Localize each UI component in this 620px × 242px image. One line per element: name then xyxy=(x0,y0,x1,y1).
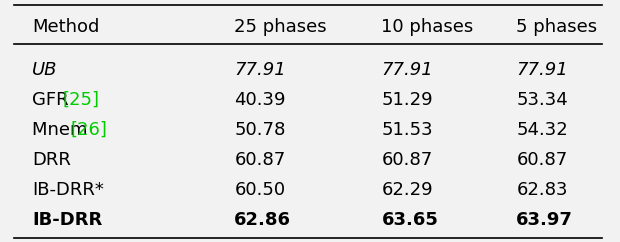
Text: [25]: [25] xyxy=(63,91,100,109)
Text: GFR: GFR xyxy=(32,91,74,109)
Text: 51.53: 51.53 xyxy=(381,121,433,139)
Text: 60.50: 60.50 xyxy=(234,181,285,199)
Text: 62.83: 62.83 xyxy=(516,181,568,199)
Text: 77.91: 77.91 xyxy=(381,61,433,79)
Text: Mnem: Mnem xyxy=(32,121,93,139)
Text: 60.87: 60.87 xyxy=(381,151,433,169)
Text: 77.91: 77.91 xyxy=(234,61,286,79)
Text: Method: Method xyxy=(32,18,99,36)
Text: [26]: [26] xyxy=(70,121,107,139)
Text: 63.65: 63.65 xyxy=(381,211,438,229)
Text: 62.29: 62.29 xyxy=(381,181,433,199)
Text: UB: UB xyxy=(32,61,58,79)
Text: 63.97: 63.97 xyxy=(516,211,573,229)
Text: 53.34: 53.34 xyxy=(516,91,568,109)
Text: 54.32: 54.32 xyxy=(516,121,568,139)
Text: IB-DRR*: IB-DRR* xyxy=(32,181,104,199)
Text: 62.86: 62.86 xyxy=(234,211,291,229)
Text: 60.87: 60.87 xyxy=(516,151,567,169)
Text: DRR: DRR xyxy=(32,151,71,169)
Text: 25 phases: 25 phases xyxy=(234,18,327,36)
Text: 40.39: 40.39 xyxy=(234,91,286,109)
Text: 10 phases: 10 phases xyxy=(381,18,474,36)
Text: 50.78: 50.78 xyxy=(234,121,286,139)
Text: 60.87: 60.87 xyxy=(234,151,286,169)
Text: 51.29: 51.29 xyxy=(381,91,433,109)
Text: 5 phases: 5 phases xyxy=(516,18,598,36)
Text: IB-DRR: IB-DRR xyxy=(32,211,102,229)
Text: 77.91: 77.91 xyxy=(516,61,568,79)
